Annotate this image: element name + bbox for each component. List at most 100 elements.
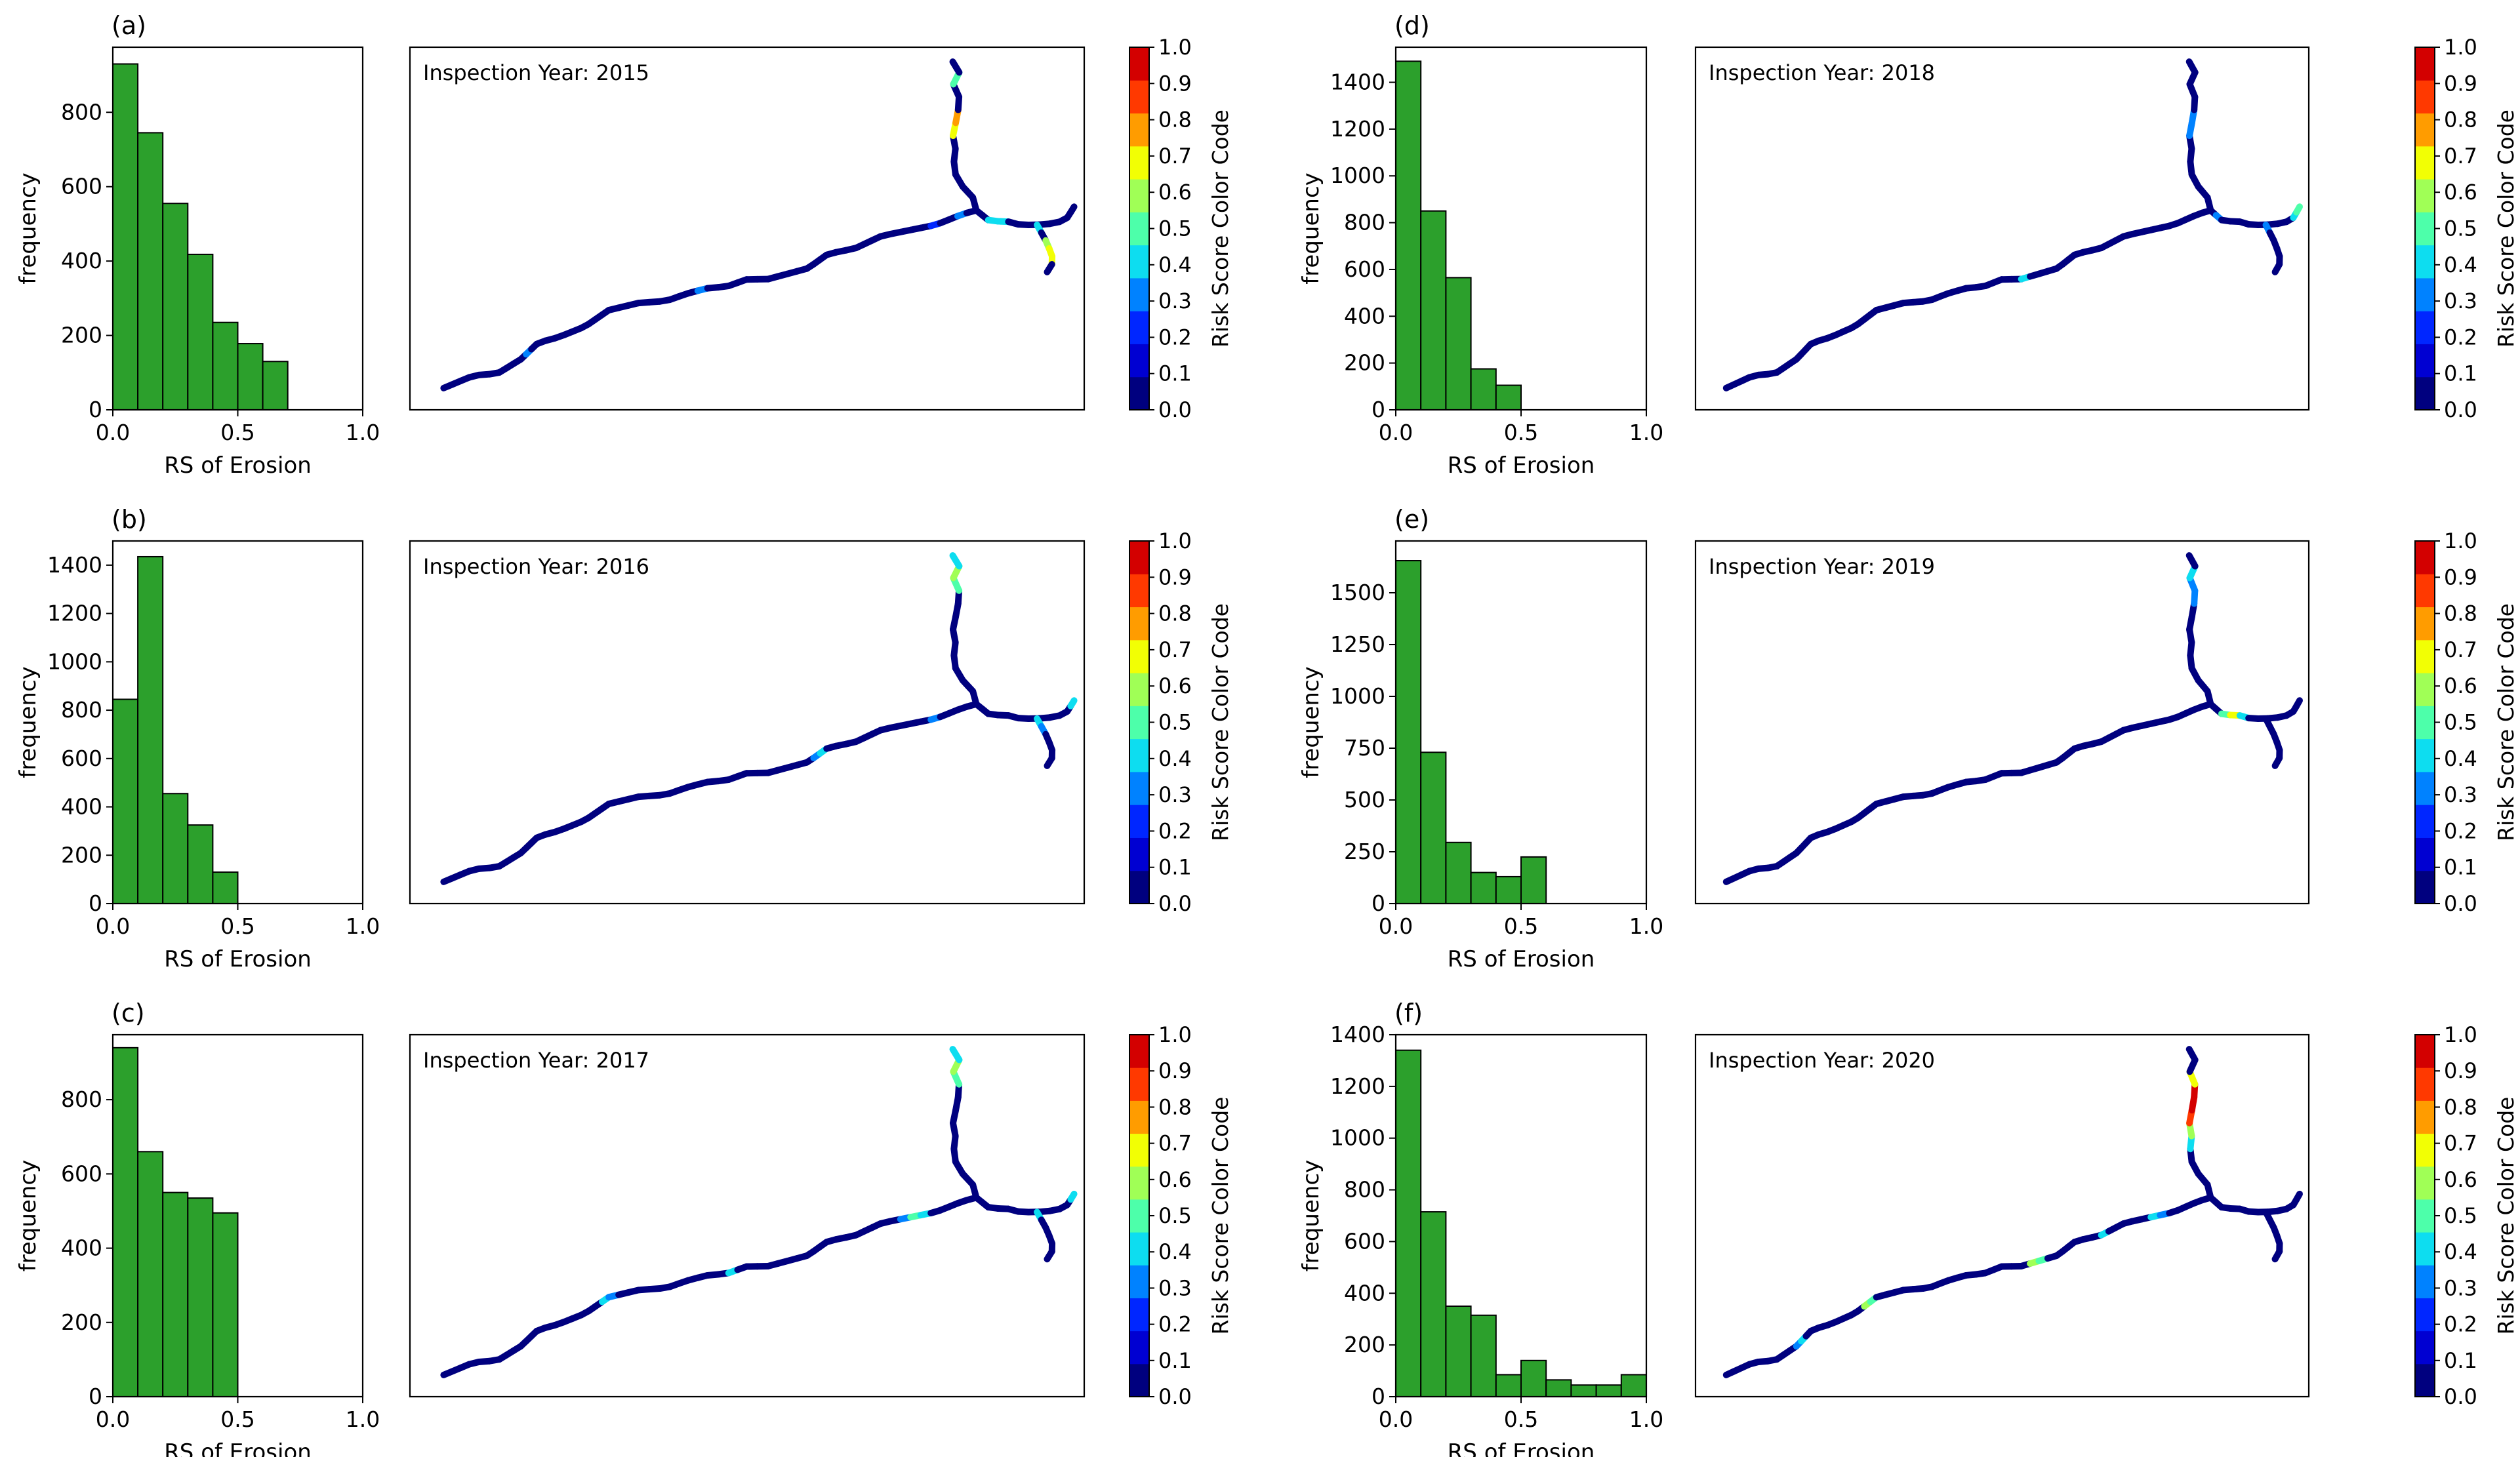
colorbar-tick-label: 0.9: [1158, 1058, 1192, 1083]
y-tick-label: 1400: [1330, 70, 1385, 95]
panel-label: (e): [1394, 505, 1429, 534]
colorbar-swatch: [1129, 376, 1149, 410]
pipeline-segment: [2293, 203, 2303, 216]
colorbar-tick-label: 0.3: [1158, 782, 1192, 807]
histogram-bar: [1520, 856, 1547, 905]
colorbar-swatch: [1129, 277, 1149, 311]
colorbar-tick-label: 0.8: [2444, 108, 2477, 132]
histogram-bar: [1445, 841, 1472, 905]
y-tick-label: 200: [1344, 350, 1385, 376]
map-title: Inspection Year: 2017: [423, 1048, 649, 1073]
y-tick-label: 800: [1344, 210, 1385, 235]
y-tick-label: 1250: [1330, 631, 1385, 657]
y-tick-label: 1500: [1330, 580, 1385, 605]
colorbar-swatch: [2415, 311, 2435, 344]
colorbar-tick-label: 0.9: [2444, 71, 2477, 96]
colorbar-swatch: [1129, 146, 1149, 180]
colorbar-tick-label: 0.4: [1158, 746, 1192, 771]
colorbar-tick-label: 0.2: [2444, 818, 2477, 843]
y-tick-label: 200: [1344, 1332, 1385, 1357]
colorbar-tick-label: 0.8: [2444, 1094, 2477, 1119]
x-axis-label: RS of Erosion: [164, 1439, 312, 1457]
colorbar-swatch: [1129, 805, 1149, 838]
colorbar-tick-label: 0.2: [1158, 325, 1192, 349]
colorbar-tick-label: 0.0: [2444, 1384, 2477, 1409]
colorbar-tick-label: 0.9: [2444, 1058, 2477, 1083]
pipeline-segment: [949, 552, 963, 570]
histogram-bar: [1395, 60, 1422, 411]
colorbar-tick-label: 0.6: [1158, 180, 1192, 205]
histogram-bar: [1495, 1374, 1522, 1397]
histogram-bar: [1395, 1049, 1422, 1397]
histogram-bar: [112, 1047, 139, 1398]
histogram-bar: [137, 1151, 164, 1398]
panel-b: 0 200 400 600 800 1000 1200 1400 0.0 0.5 1.0 RS of …: [15, 505, 1233, 972]
colorbar-swatch: [1129, 639, 1149, 673]
colorbar-swatch: [1129, 738, 1149, 772]
x-tick-label: 0.5: [220, 1407, 254, 1432]
colorbar-tick-label: 0.2: [2444, 1312, 2477, 1337]
y-tick-label: 800: [61, 99, 102, 125]
map-frame: [409, 1033, 1086, 1398]
histogram-bar: [1395, 560, 1422, 904]
map-frame: [409, 46, 1086, 411]
histogram-bar: [237, 343, 264, 410]
x-axis-label: RS of Erosion: [164, 452, 312, 479]
colorbar-tick-label: 0.1: [2444, 361, 2477, 386]
colorbar-tick-label: 0.4: [2444, 252, 2477, 277]
colorbar-swatch: [2415, 738, 2435, 772]
y-tick-label: 1200: [1330, 1073, 1385, 1099]
map-frame: [409, 540, 1086, 905]
x-tick-label: 1.0: [1629, 1407, 1663, 1432]
x-tick-label: 1.0: [1629, 913, 1663, 939]
colorbar-tick-label: 0.2: [1158, 818, 1192, 843]
histogram-bar: [1520, 1359, 1547, 1398]
colorbar-swatch: [2415, 1232, 2435, 1266]
y-axis-label: frequency: [15, 172, 41, 285]
y-tick-label: 500: [1344, 787, 1385, 812]
map-frame: [1694, 540, 2310, 905]
histogram-bar: [212, 1212, 239, 1398]
colorbar-swatch: [1129, 1100, 1149, 1134]
panel-label: (a): [112, 11, 146, 40]
histogram-bar: [212, 871, 239, 905]
colorbar-swatch: [1129, 212, 1149, 246]
pipeline-segment: [2185, 1046, 2199, 1064]
pipeline-segment: [1044, 261, 1055, 275]
y-tick-label: 800: [1344, 1177, 1385, 1203]
x-tick-label: 0.0: [96, 913, 130, 939]
pipeline-segment: [2271, 1248, 2283, 1263]
histogram-bar: [162, 1191, 189, 1397]
x-tick-label: 1.0: [346, 420, 380, 445]
histogram-bar: [1470, 871, 1497, 904]
y-tick-label: 600: [61, 174, 102, 199]
colorbar-label: Risk Score Color Code: [1208, 603, 1233, 841]
colorbar-swatch: [2415, 639, 2435, 673]
x-tick-label: 0.5: [1504, 420, 1538, 445]
y-axis-label: frequency: [15, 1160, 41, 1272]
colorbar-tick-label: 0.7: [2444, 637, 2477, 662]
y-axis-label: frequency: [1298, 1160, 1324, 1272]
colorbar-tick-label: 1.0: [1158, 529, 1192, 553]
colorbar-swatch: [1129, 179, 1149, 212]
panel-label: (b): [112, 505, 147, 534]
colorbar-swatch: [2415, 179, 2435, 212]
colorbar-swatch: [1129, 113, 1149, 147]
colorbar-swatch: [2415, 1068, 2435, 1101]
colorbar-swatch: [1129, 1232, 1149, 1266]
colorbar-swatch: [2415, 277, 2435, 311]
y-tick-label: 0: [1372, 397, 1385, 422]
histogram-bar: [162, 203, 189, 410]
x-axis-label: RS of Erosion: [164, 946, 312, 972]
colorbar-swatch: [1129, 47, 1149, 81]
x-tick-label: 0.5: [220, 420, 254, 445]
y-tick-label: 0: [89, 397, 102, 422]
colorbar-tick-label: 1.0: [2444, 1022, 2477, 1047]
y-tick-label: 600: [1344, 1228, 1385, 1254]
colorbar-tick-label: 0.5: [1158, 1203, 1192, 1228]
panel-label: (c): [112, 999, 145, 1028]
x-tick-label: 0.0: [96, 420, 130, 445]
y-tick-label: 1200: [47, 601, 102, 626]
map-title: Inspection Year: 2016: [423, 554, 649, 579]
y-tick-label: 400: [61, 794, 102, 820]
